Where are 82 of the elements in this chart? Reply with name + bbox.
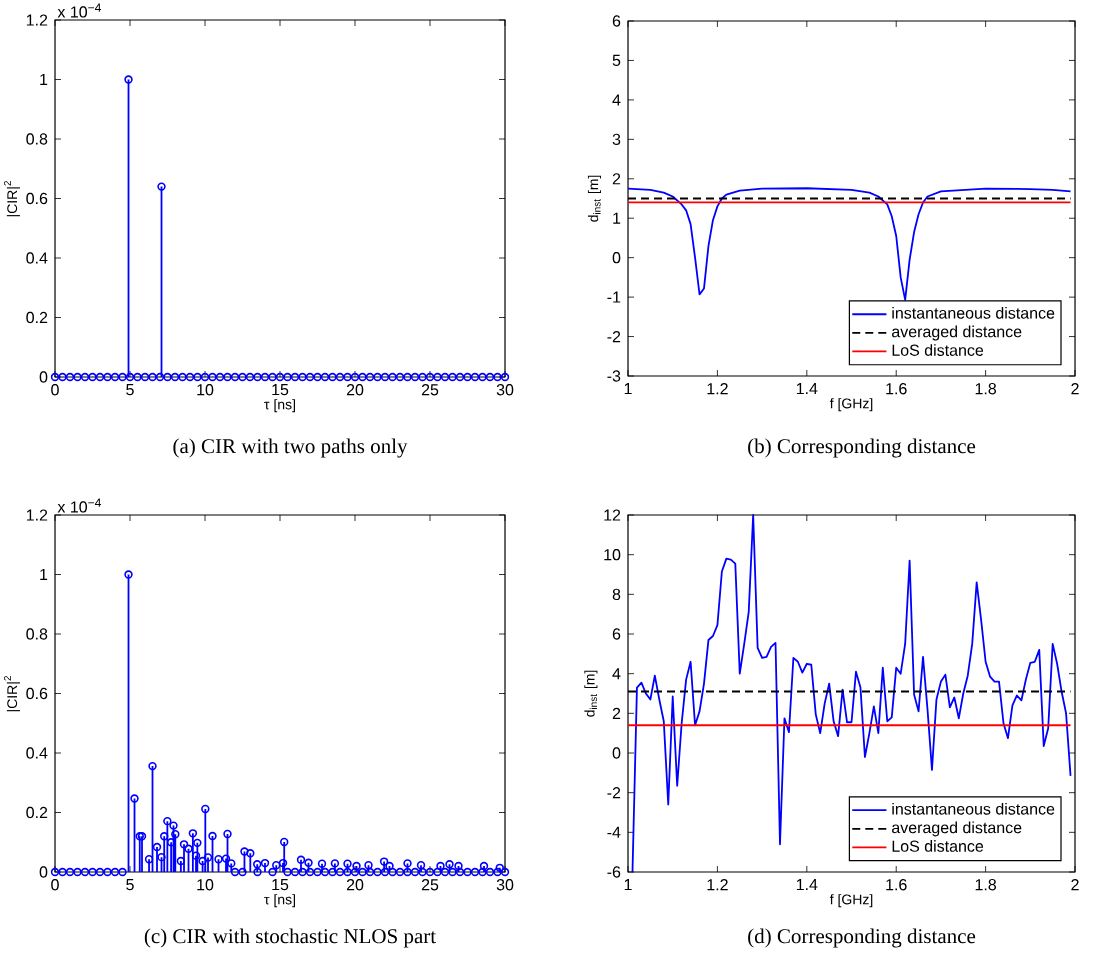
x-axis-title: f [GHz] (829, 398, 873, 412)
x-tick-label: 2 (1071, 383, 1079, 395)
y-tick-label: 2 (612, 173, 621, 185)
y-axis-title: d$_{inst}$ [m] (584, 670, 598, 717)
text: x 10$^{−4}$ (57, 3, 101, 18)
text: x 10$^{−4}$ (57, 498, 101, 513)
y-tick-label: 0.8 (26, 628, 48, 640)
x-tick-label: 10 (197, 879, 214, 891)
y-tick-label: -2 (607, 330, 621, 343)
y-tick-label: 0.6 (26, 192, 48, 205)
text: (b) Corresponding distance (748, 438, 976, 458)
legend-label: instantaneous distance (892, 306, 1055, 319)
y-tick-label: -3 (607, 370, 621, 382)
y-tick-label: 6 (612, 628, 621, 640)
y-tick-label: 0.4 (26, 252, 48, 264)
x-tick-label: 30 (496, 879, 514, 891)
y-tick-label: 4 (612, 668, 621, 680)
x-tick-label: 20 (346, 384, 364, 396)
y-axis-title: |CIR|$^{2}$ (3, 181, 20, 217)
line-series (627, 187, 1072, 301)
x-axis-title: f [GHz] (829, 894, 873, 908)
y-tick-label: 0.6 (26, 687, 48, 700)
x-tick-label: 1.6 (886, 383, 907, 395)
y-tick-label: 1.2 (26, 14, 48, 26)
y-tick-label: 0.8 (26, 133, 48, 145)
y-tick-label: 0.4 (26, 747, 48, 759)
y-tick-label: -4 (607, 826, 621, 838)
y-tick-label: 4 (612, 94, 621, 106)
x-tick-label: 25 (421, 384, 439, 396)
x-tick-label: 25 (421, 879, 439, 891)
y-tick-label: -6 (607, 866, 621, 878)
legend-label: LoS distance (892, 344, 984, 356)
x-tick-label: 1.8 (975, 879, 997, 891)
y-tick-label: 0.2 (26, 311, 48, 324)
y-tick-label: 0 (39, 371, 48, 383)
x-axis-title: τ [ns] (264, 399, 295, 413)
y-tick-label: 0 (39, 866, 48, 878)
legend-label: averaged distance (892, 821, 1022, 837)
x-tick-label: 1.8 (975, 383, 997, 395)
y-tick-label: 6 (612, 15, 621, 27)
y-tick-label: -1 (607, 291, 621, 303)
x-tick-label: 20 (346, 879, 364, 891)
x-tick-label: 1.6 (886, 879, 907, 891)
y-tick-label: 12 (604, 509, 621, 521)
x-tick-label: 15 (272, 879, 289, 891)
legend-label: averaged distance (892, 325, 1022, 341)
legend-label: LoS distance (892, 840, 984, 852)
x-tick-label: 1.4 (796, 383, 818, 395)
x-tick-label: 15 (272, 384, 289, 396)
y-tick-label: 1 (40, 74, 48, 86)
y-axis-title: |CIR|$^{2}$ (3, 676, 20, 712)
y-tick-label: 8 (612, 588, 621, 601)
y-tick-label: 0.2 (26, 806, 48, 819)
y-tick-label: 1 (613, 212, 621, 224)
text: (a) CIR with two paths only (173, 438, 408, 458)
x-tick-label: 1 (624, 383, 632, 395)
x-tick-label: 1 (624, 879, 632, 891)
y-tick-label: 0 (612, 747, 621, 759)
x-tick-label: 30 (496, 384, 514, 396)
x-tick-label: 1.2 (707, 383, 728, 395)
x-tick-label: 0 (51, 384, 59, 396)
x-axis-title: τ [ns] (264, 894, 295, 908)
y-axis-title: d$_{inst}$ [m] (587, 175, 601, 222)
line-series (631, 514, 1072, 873)
text: (c) CIR with stochastic NLOS part (144, 928, 436, 948)
y-tick-label: 3 (612, 133, 621, 145)
x-tick-label: 0 (51, 879, 59, 891)
text: (d) Corresponding distance (748, 928, 976, 948)
x-tick-label: 5 (126, 384, 134, 396)
legend-label: instantaneous distance (892, 802, 1055, 815)
y-tick-label: -2 (607, 787, 621, 799)
y-tick-label: 5 (612, 54, 621, 67)
y-tick-label: 1 (40, 569, 48, 581)
x-tick-label: 10 (197, 384, 214, 396)
y-tick-label: 1.2 (26, 509, 48, 521)
x-tick-label: 5 (126, 879, 134, 891)
x-tick-label: 1.4 (796, 879, 818, 891)
x-tick-label: 1.2 (707, 879, 728, 891)
y-tick-label: 10 (604, 549, 621, 561)
y-tick-label: 2 (612, 707, 621, 719)
x-tick-label: 2 (1071, 879, 1079, 891)
y-tick-label: 0 (612, 252, 621, 264)
